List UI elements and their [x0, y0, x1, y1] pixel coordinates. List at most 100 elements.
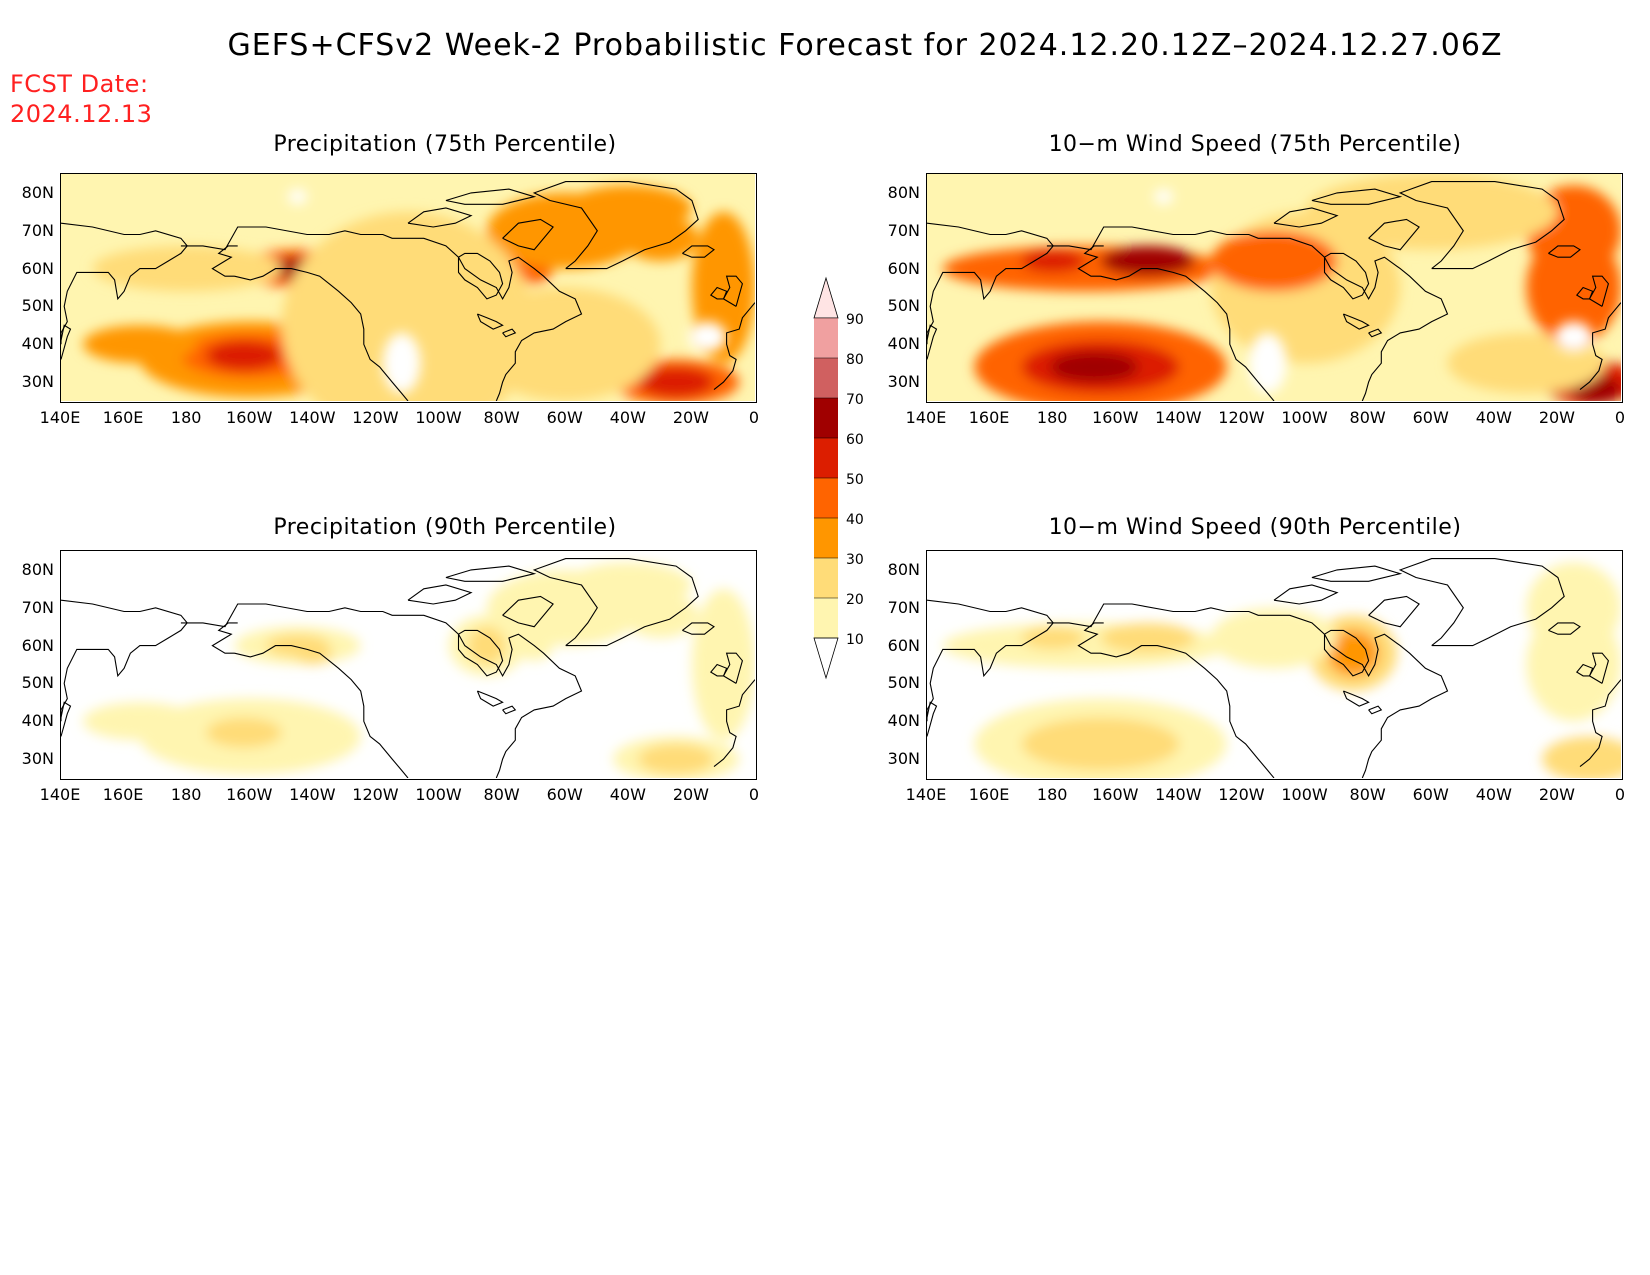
- coastline: [1575, 286, 1594, 300]
- lat-label: 60N: [887, 635, 920, 655]
- lat-label: 30N: [21, 749, 54, 769]
- coastline: [927, 701, 938, 737]
- lon-label: 100W: [1281, 785, 1328, 804]
- coastline: [1273, 584, 1339, 605]
- lon-label: 0: [1614, 785, 1626, 804]
- coastline: [1548, 622, 1581, 635]
- colorbar-label-70: 70: [846, 392, 864, 408]
- coastline: [1100, 645, 1275, 778]
- probability-contour: [622, 215, 699, 262]
- lat-label: 50N: [21, 673, 54, 693]
- lat-label: 60N: [887, 258, 920, 278]
- coastline: [1311, 565, 1403, 582]
- colorbar-bottom-arrow: [813, 637, 839, 680]
- map-canvas: [927, 174, 1621, 401]
- fcst-date-label: FCST Date:: [10, 70, 149, 98]
- lon-label: 100W: [1281, 408, 1328, 427]
- coastline: [1368, 595, 1420, 628]
- probability-contour: [1570, 751, 1621, 778]
- probability-contour: [467, 626, 506, 665]
- lon-label: 140E: [905, 785, 947, 804]
- coastline: [1368, 328, 1383, 338]
- coastline: [1398, 181, 1565, 270]
- lat-label: 30N: [887, 749, 920, 769]
- colorbar-label-80: 80: [846, 352, 864, 368]
- coastline: [1311, 188, 1403, 205]
- colorbar-swatch: [814, 438, 838, 478]
- probability-contour: [1340, 634, 1366, 657]
- coastline: [1398, 558, 1565, 647]
- probability-contour: [83, 702, 197, 741]
- probability-contour: [1021, 626, 1085, 650]
- lon-label: 60W: [546, 408, 583, 427]
- lon-label: 60W: [1412, 408, 1449, 427]
- lon-label: 160W: [226, 408, 273, 427]
- coastline: [1273, 207, 1339, 228]
- lat-label: 40N: [887, 711, 920, 731]
- lat-label: 80N: [887, 182, 920, 202]
- coastline: [1548, 245, 1581, 258]
- coastline: [713, 302, 755, 391]
- panel-title-precip-75: Precipitation (75th Percentile): [273, 132, 617, 157]
- probability-contour: [638, 743, 714, 775]
- lon-label: 120W: [1218, 408, 1265, 427]
- probability-contour: [92, 245, 282, 292]
- probability-contour: [1100, 622, 1196, 654]
- map-canvas: [61, 174, 755, 401]
- coastline: [61, 701, 72, 737]
- coastline: [1077, 622, 1104, 654]
- coastline: [1323, 252, 1370, 300]
- lon-label: 160W: [226, 785, 273, 804]
- coastline: [709, 286, 728, 300]
- coastline: [1323, 629, 1370, 677]
- lon-label: 40W: [1475, 408, 1512, 427]
- lon-label: 160E: [102, 408, 144, 427]
- coastline: [211, 245, 238, 277]
- lon-label: 120W: [352, 785, 399, 804]
- lat-label: 70N: [21, 597, 54, 617]
- probability-contour: [1050, 728, 1139, 760]
- map-precip-75: [60, 173, 757, 403]
- fcst-date-value: 2024.12.13: [10, 100, 153, 128]
- colorbar-swatch: [814, 558, 838, 598]
- probability-contour: [281, 211, 535, 401]
- map-precip-90: [60, 550, 757, 780]
- coastline: [1368, 218, 1420, 251]
- lon-label: 160E: [102, 785, 144, 804]
- lon-label: 140E: [905, 408, 947, 427]
- probability-contour: [1526, 230, 1621, 345]
- lat-label: 70N: [887, 220, 920, 240]
- coastline: [180, 603, 583, 778]
- lat-label: 60N: [21, 635, 54, 655]
- coastline: [1579, 302, 1621, 391]
- coastline: [61, 222, 188, 345]
- lon-label: 100W: [415, 785, 462, 804]
- lat-label: 50N: [887, 673, 920, 693]
- coastline: [682, 245, 715, 258]
- lon-label: 140E: [39, 785, 81, 804]
- lon-label: 20W: [672, 408, 709, 427]
- colorbar-swatch: [814, 598, 838, 638]
- coastline: [1342, 690, 1370, 707]
- coastline: [682, 622, 715, 635]
- probability-contour: [691, 588, 755, 741]
- lon-label: 140W: [1155, 785, 1202, 804]
- colorbar-label-10: 10: [846, 632, 864, 648]
- lon-label: 0: [748, 785, 760, 804]
- lon-label: 20W: [1538, 408, 1575, 427]
- lat-label: 40N: [21, 711, 54, 731]
- colorbar-swatch: [814, 358, 838, 398]
- lat-label: 50N: [887, 296, 920, 316]
- probability-contour: [83, 325, 197, 364]
- lon-label: 140W: [289, 785, 336, 804]
- lon-label: 80W: [483, 785, 520, 804]
- map-wind-90: [926, 550, 1623, 780]
- map-canvas: [61, 551, 755, 778]
- lon-label: 100W: [415, 408, 462, 427]
- lon-label: 0: [748, 408, 760, 427]
- lat-label: 70N: [887, 597, 920, 617]
- lon-label: 180: [1036, 408, 1068, 427]
- colorbar-swatch: [814, 398, 838, 438]
- lat-label: 80N: [21, 559, 54, 579]
- probability-contour: [1100, 245, 1196, 277]
